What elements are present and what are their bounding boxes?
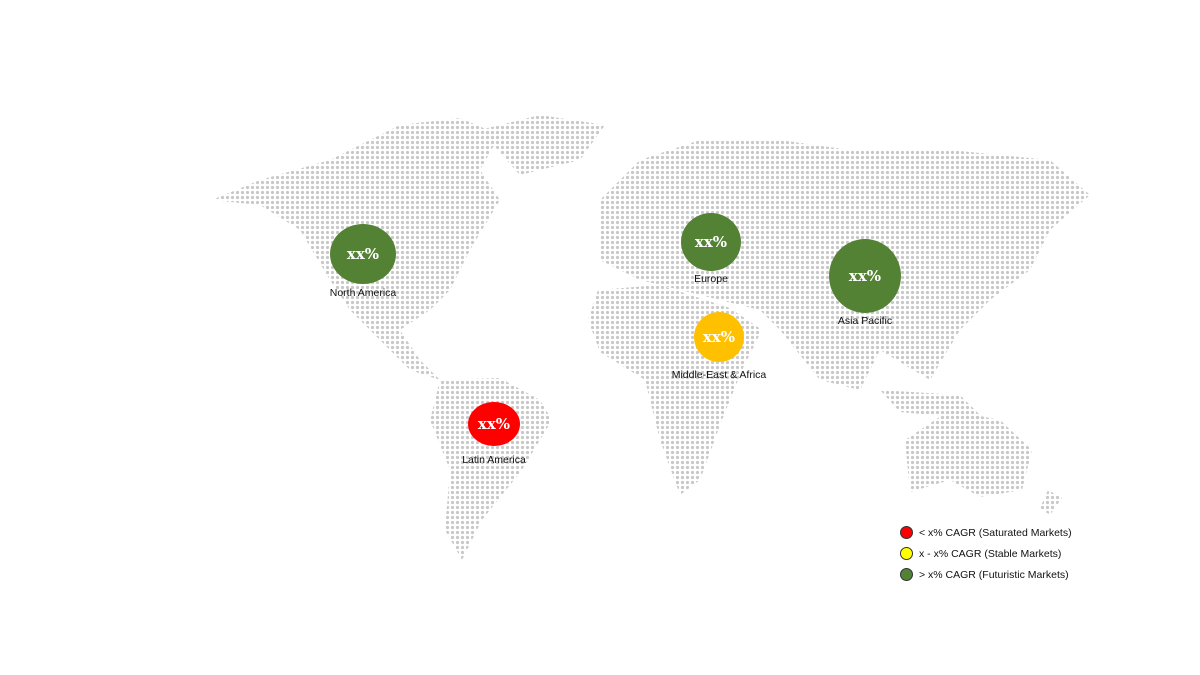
legend: < x% CAGR (Saturated Markets) x - x% CAG… — [900, 522, 1072, 585]
europe-value: xx% — [695, 233, 727, 251]
asia-pacific-value: xx% — [849, 267, 881, 285]
legend-item-saturated: < x% CAGR (Saturated Markets) — [900, 522, 1072, 543]
latin-america-label: Latin America — [462, 454, 526, 466]
europe-marker — [681, 213, 741, 271]
south-america-landmass — [430, 378, 552, 560]
red-dot-icon — [900, 526, 913, 539]
africa-landmass — [588, 285, 762, 495]
asia-pacific-marker — [829, 239, 901, 313]
middle-east-africa-marker — [694, 312, 744, 362]
latin-america-marker — [468, 402, 520, 446]
asia-pacific-label: Asia Pacific — [838, 315, 892, 327]
europe-label: Europe — [694, 273, 728, 285]
greenland-landmass — [480, 115, 605, 175]
legend-item-futuristic: > x% CAGR (Futuristic Markets) — [900, 564, 1072, 585]
north-america-label: North America — [330, 287, 397, 299]
green-dot-icon — [900, 568, 913, 581]
north-america-value: xx% — [347, 245, 379, 263]
latin-america-value: xx% — [478, 415, 510, 433]
middle-east-africa-label: Middle-East & Africa — [672, 369, 767, 381]
legend-item-stable: x - x% CAGR (Stable Markets) — [900, 543, 1072, 564]
new-zealand-landmass — [1040, 490, 1062, 515]
yellow-dot-icon — [900, 547, 913, 560]
australia-landmass — [905, 410, 1032, 497]
north-america-marker — [330, 224, 396, 284]
middle-east-africa-value: xx% — [703, 328, 735, 346]
